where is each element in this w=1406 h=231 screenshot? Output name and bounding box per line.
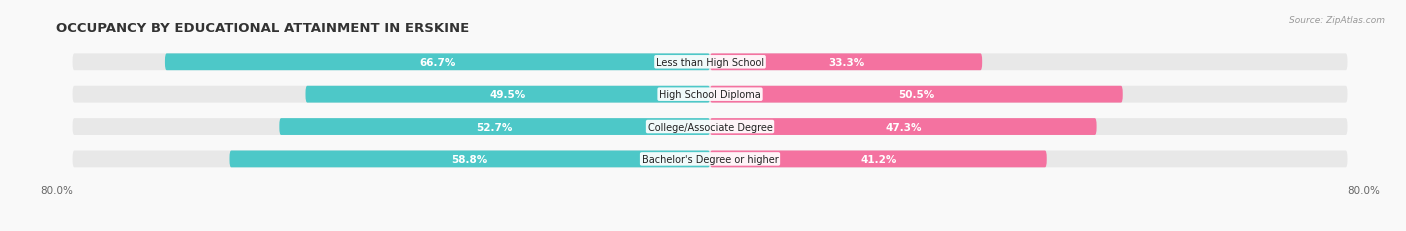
FancyBboxPatch shape [305, 86, 710, 103]
FancyBboxPatch shape [73, 86, 1347, 103]
Text: 49.5%: 49.5% [489, 90, 526, 100]
FancyBboxPatch shape [710, 119, 1097, 135]
Text: 50.5%: 50.5% [898, 90, 935, 100]
Text: 58.8%: 58.8% [451, 154, 488, 164]
FancyBboxPatch shape [280, 119, 710, 135]
FancyBboxPatch shape [73, 151, 1347, 168]
Legend: Owner-occupied, Renter-occupied: Owner-occupied, Renter-occupied [600, 229, 820, 231]
FancyBboxPatch shape [73, 119, 1347, 135]
FancyBboxPatch shape [710, 151, 1046, 168]
Text: OCCUPANCY BY EDUCATIONAL ATTAINMENT IN ERSKINE: OCCUPANCY BY EDUCATIONAL ATTAINMENT IN E… [56, 22, 470, 35]
Text: 52.7%: 52.7% [477, 122, 513, 132]
Text: 47.3%: 47.3% [884, 122, 921, 132]
Text: College/Associate Degree: College/Associate Degree [648, 122, 772, 132]
Text: High School Diploma: High School Diploma [659, 90, 761, 100]
Text: Bachelor's Degree or higher: Bachelor's Degree or higher [641, 154, 779, 164]
FancyBboxPatch shape [710, 54, 983, 71]
Text: 66.7%: 66.7% [419, 58, 456, 67]
Text: 33.3%: 33.3% [828, 58, 865, 67]
Text: 41.2%: 41.2% [860, 154, 897, 164]
FancyBboxPatch shape [229, 151, 710, 168]
Text: Source: ZipAtlas.com: Source: ZipAtlas.com [1289, 16, 1385, 25]
FancyBboxPatch shape [165, 54, 710, 71]
FancyBboxPatch shape [710, 86, 1123, 103]
FancyBboxPatch shape [73, 54, 1347, 71]
Text: Less than High School: Less than High School [657, 58, 763, 67]
